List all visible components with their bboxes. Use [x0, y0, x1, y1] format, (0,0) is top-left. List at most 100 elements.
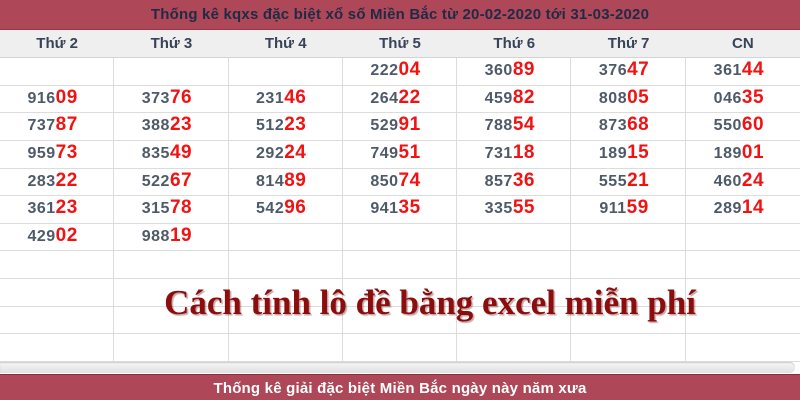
digits-dark: 941	[370, 200, 399, 218]
table-cell	[342, 279, 458, 307]
table-cell: 737 87	[0, 113, 115, 141]
digits-red: 19	[169, 224, 193, 246]
table-cell	[0, 251, 115, 280]
digits-dark: 988	[141, 227, 170, 245]
digits-dark: 814	[256, 172, 285, 190]
table-cell	[228, 279, 343, 307]
table-cell	[342, 251, 458, 280]
table-cell	[114, 334, 229, 362]
footer-link-bar[interactable]: Thống kê giải đặc biệt Miền Bắc ngày này…	[0, 374, 800, 400]
table-cell	[457, 223, 572, 252]
digits-dark: 376	[598, 62, 628, 79]
table-cell: 550 60	[685, 113, 800, 141]
digits-red: 21	[627, 169, 650, 191]
digits-red: 35	[398, 197, 421, 219]
digits-dark: 529	[370, 117, 399, 135]
digits-dark: 959	[27, 144, 56, 162]
digits-dark: 361	[27, 200, 56, 218]
table-cell: 850 74	[342, 168, 458, 197]
table-cell: 222 04	[342, 58, 458, 86]
table-cell: 788 54	[457, 113, 572, 141]
stats-table: Thứ 2 Thứ 3 Thứ 4 Thứ 5 Thứ 6 Thứ 7 CN 222 04 360…	[0, 30, 800, 362]
digits-red: 89	[284, 169, 307, 191]
digits-dark: 264	[370, 89, 399, 107]
digits-dark: 189	[598, 144, 628, 162]
table-cell	[685, 334, 800, 362]
digits-red: 05	[627, 86, 650, 108]
table-cell: 289 14	[685, 196, 800, 224]
digits-red: 24	[284, 141, 307, 163]
table-cell: 373 76	[114, 85, 229, 114]
digits-red: 96	[284, 197, 307, 219]
digits-red: 22	[55, 169, 78, 191]
table-cell: 264 22	[342, 85, 458, 114]
table-cell: 189 15	[571, 140, 686, 169]
hscrollbar-track[interactable]	[0, 362, 795, 373]
table-cell: 529 91	[342, 113, 458, 141]
digits-red: 14	[741, 197, 765, 219]
digits-dark: 916	[27, 89, 56, 107]
table-cell	[571, 251, 686, 280]
table-cell: 460 24	[685, 169, 800, 197]
table-cell: 988 19	[114, 223, 229, 252]
digits-red: 74	[398, 169, 421, 191]
digits-red: 23	[55, 197, 78, 219]
table-cell: 941 35	[342, 196, 458, 224]
table-cell	[685, 279, 800, 307]
digits-dark: 046	[713, 89, 742, 107]
table-cell: 315 78	[114, 196, 229, 224]
table-cell: 814 89	[228, 168, 343, 197]
table-cell	[0, 58, 115, 86]
digits-red: 55	[512, 197, 535, 219]
digits-red: 23	[284, 114, 307, 136]
table-cell: 046 35	[685, 86, 800, 114]
digits-dark: 737	[27, 117, 56, 135]
table-cell	[0, 306, 115, 335]
digits-dark: 292	[256, 144, 285, 162]
digits-red: 82	[512, 86, 535, 108]
table-cell	[0, 279, 115, 307]
digits-red: 78	[169, 197, 193, 219]
digits-red: 60	[741, 114, 765, 136]
digits-dark: 857	[484, 172, 513, 190]
digits-red: 44	[741, 59, 765, 80]
digits-red: 49	[169, 141, 193, 163]
digits-red: 91	[398, 114, 421, 136]
table-cell	[114, 279, 229, 307]
digits-red: 35	[741, 86, 765, 108]
digits-red: 01	[741, 141, 765, 163]
digits-red: 51	[398, 141, 421, 163]
digits-red: 22	[398, 86, 421, 108]
digits-dark: 231	[256, 89, 285, 107]
digits-red: 87	[55, 114, 78, 136]
table-cell	[571, 223, 686, 252]
table-cell	[342, 306, 458, 335]
digits-dark: 835	[141, 144, 170, 162]
table-cell: 522 67	[114, 168, 229, 197]
table-cell: 835 49	[114, 140, 229, 169]
table-cell: 335 55	[457, 196, 572, 224]
digits-dark: 808	[598, 89, 628, 107]
table-cell	[457, 306, 572, 335]
column-header: Thứ 7	[571, 30, 686, 58]
table-cell	[685, 307, 800, 335]
digits-dark: 542	[256, 200, 285, 218]
table-cell	[0, 334, 115, 362]
table-cell: 911 59	[571, 196, 686, 224]
table-cell: 283 22	[0, 168, 115, 197]
table-cell	[228, 251, 343, 280]
digits-dark: 788	[484, 117, 513, 135]
table-cell	[457, 251, 572, 280]
table-cell	[228, 306, 343, 335]
digits-red: 46	[284, 86, 307, 108]
digits-dark: 911	[599, 200, 627, 218]
digits-dark: 360	[484, 62, 513, 79]
digits-dark: 731	[484, 144, 513, 162]
digits-red: 89	[512, 59, 535, 80]
table-cell	[342, 223, 458, 252]
table-cell: 749 51	[342, 140, 458, 169]
digits-red: 54	[512, 114, 535, 136]
table-cell: 731 18	[457, 140, 572, 169]
column-header: Thứ 4	[228, 30, 343, 58]
